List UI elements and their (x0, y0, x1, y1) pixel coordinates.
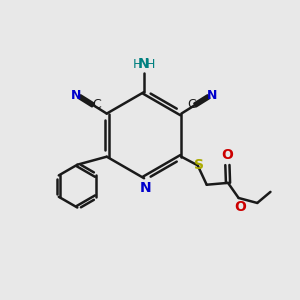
Text: H: H (146, 58, 156, 70)
Text: N: N (140, 181, 152, 195)
Text: N: N (71, 89, 81, 102)
Text: S: S (194, 158, 204, 172)
Text: C: C (187, 98, 196, 111)
Text: H: H (133, 58, 142, 70)
Text: O: O (221, 148, 233, 162)
Text: N: N (207, 89, 217, 102)
Text: C: C (92, 98, 101, 111)
Text: N: N (138, 57, 150, 70)
Text: O: O (234, 200, 246, 214)
